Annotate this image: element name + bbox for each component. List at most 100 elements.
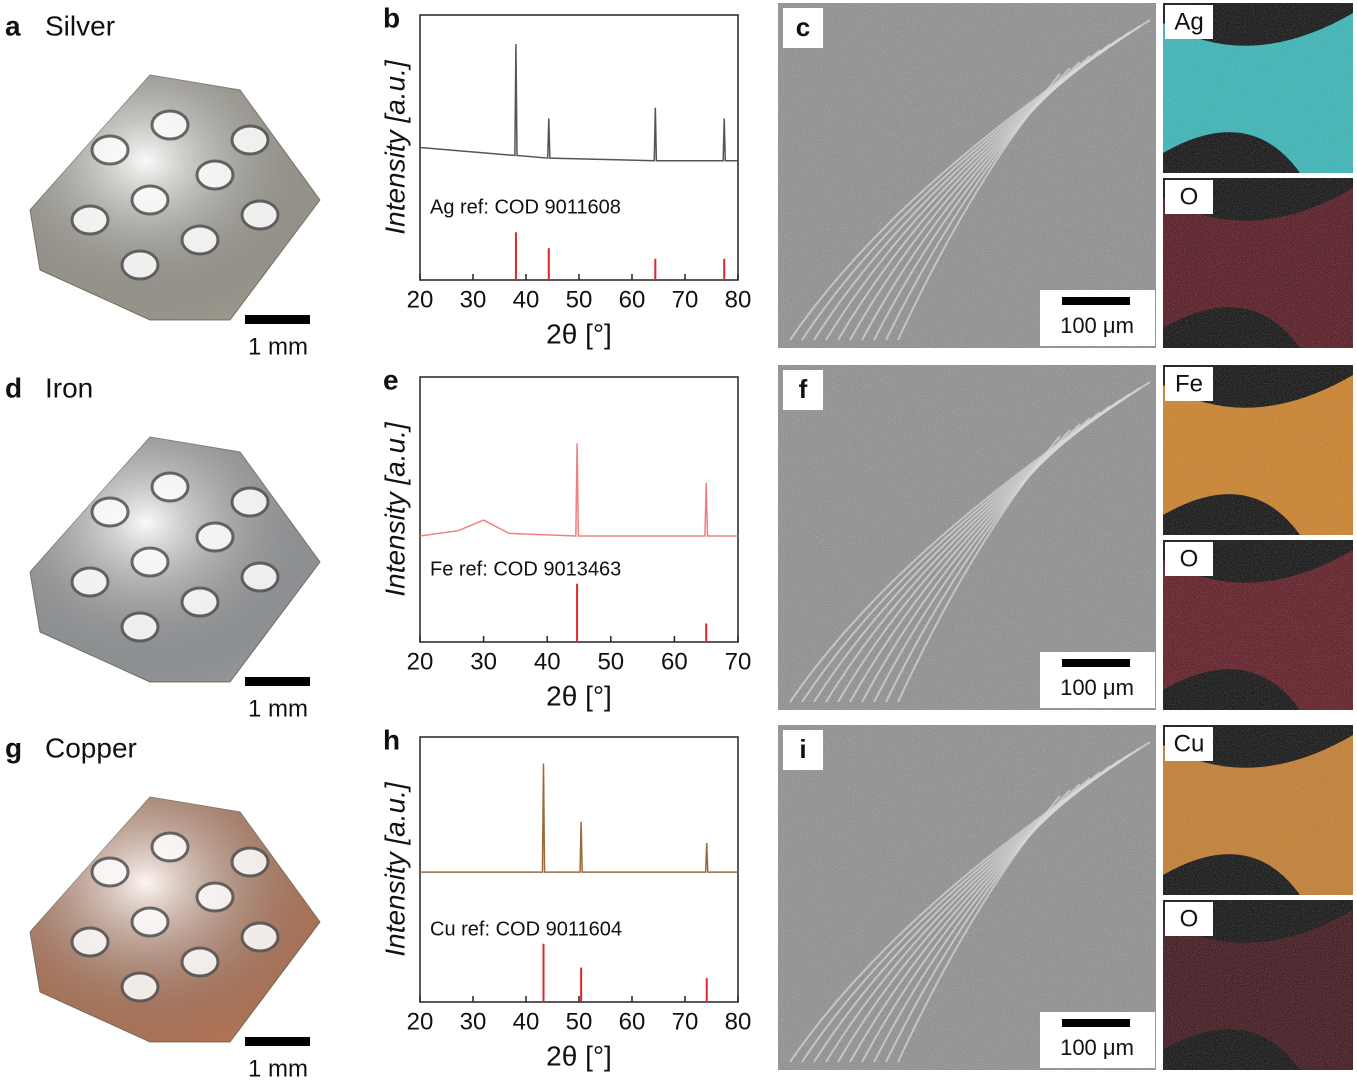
x-tick-label: 60	[619, 286, 646, 313]
label-box	[1165, 367, 1213, 401]
element-label: Cu	[1174, 730, 1205, 757]
letter-box	[783, 370, 823, 410]
pore	[195, 521, 235, 553]
element-label: O	[1180, 183, 1199, 210]
panel-letter: c	[796, 12, 810, 42]
x-tick-label: 60	[661, 648, 688, 675]
plot-frame	[419, 736, 739, 1003]
plot-frame	[419, 14, 739, 281]
x-axis-label: 2θ [°]	[546, 318, 612, 349]
x-tick-label: 20	[407, 286, 434, 313]
pore	[70, 204, 110, 236]
label-box	[1165, 727, 1213, 761]
pore	[70, 566, 110, 598]
xrd-pattern	[419, 443, 738, 537]
pore	[180, 946, 220, 978]
x-tick-label: 50	[566, 286, 593, 313]
pore	[130, 546, 170, 578]
pore	[195, 881, 235, 913]
sem-ridge	[885, 67, 1071, 341]
letter-box	[783, 8, 823, 48]
scale-label: 1 mm	[248, 695, 308, 722]
x-tick-label: 80	[725, 286, 752, 313]
plot-frame	[419, 376, 739, 643]
pore	[120, 611, 160, 643]
x-axis-label: 2θ [°]	[546, 1040, 612, 1071]
sem-ridge	[873, 423, 1081, 703]
x-axis-label: 2θ [°]	[546, 680, 612, 711]
scale-bar	[1062, 297, 1130, 305]
x-tick-label: 50	[566, 1008, 593, 1035]
x-tick-label: 20	[407, 648, 434, 675]
photo	[29, 796, 321, 1043]
x-tick-label: 60	[619, 1008, 646, 1035]
pore	[240, 561, 280, 593]
pore	[195, 159, 235, 191]
pore	[150, 831, 190, 863]
sem-ridge	[873, 783, 1081, 1063]
panel-title: Copper	[45, 732, 137, 763]
pore	[150, 109, 190, 141]
element-label: O	[1180, 545, 1199, 572]
x-tick-label: 40	[513, 1008, 540, 1035]
pore	[120, 249, 160, 281]
element-label: Fe	[1175, 370, 1203, 397]
scale-label: 100 μm	[1060, 675, 1134, 700]
photo	[29, 74, 321, 321]
x-tick-label: 50	[597, 648, 624, 675]
panel-letter: b	[383, 2, 400, 33]
x-tick-label: 30	[460, 286, 487, 313]
label-box	[1165, 542, 1213, 576]
scale-bar	[1062, 1019, 1130, 1027]
pore	[130, 906, 170, 938]
scale-label: 1 mm	[248, 1055, 308, 1080]
scale-bar	[245, 315, 310, 324]
x-tick-label: 70	[672, 1008, 699, 1035]
pore	[130, 184, 170, 216]
pore	[230, 846, 270, 878]
y-axis-label: Intensity [a.u.]	[379, 59, 410, 235]
pore	[240, 199, 280, 231]
reference-label: Ag ref: COD 9011608	[430, 196, 621, 218]
pore	[180, 586, 220, 618]
x-tick-label: 70	[672, 286, 699, 313]
scale-label: 1 mm	[248, 333, 308, 360]
label-box	[1165, 902, 1213, 936]
element-label: O	[1180, 905, 1199, 932]
pore	[70, 926, 110, 958]
photo	[29, 436, 321, 683]
element-label: Ag	[1174, 8, 1203, 35]
pore	[150, 471, 190, 503]
sem-ridge	[885, 429, 1071, 703]
scale-bar	[245, 1037, 310, 1046]
x-tick-label: 20	[407, 1008, 434, 1035]
panel-letter: g	[5, 732, 22, 763]
x-tick-label: 80	[725, 1008, 752, 1035]
scale-bar	[1062, 659, 1130, 667]
label-box	[1165, 5, 1213, 39]
panel-letter: d	[5, 372, 22, 403]
pore	[240, 921, 280, 953]
scale-bar	[245, 677, 310, 686]
x-tick-label: 30	[460, 1008, 487, 1035]
panel-letter: e	[383, 364, 399, 395]
y-axis-label: Intensity [a.u.]	[379, 781, 410, 957]
letter-box	[783, 730, 823, 770]
scale-label: 100 μm	[1060, 313, 1134, 338]
xrd-pattern	[419, 44, 738, 162]
sem-ridge	[885, 789, 1071, 1063]
sem-ridge	[897, 435, 1061, 703]
reference-label: Cu ref: COD 9011604	[430, 918, 622, 940]
x-tick-label: 40	[513, 286, 540, 313]
pore	[90, 856, 130, 888]
pore	[230, 124, 270, 156]
panel-letter: f	[799, 374, 808, 404]
pore	[120, 971, 160, 1003]
panel-title: Silver	[45, 10, 115, 41]
pore	[230, 486, 270, 518]
scale-label: 100 μm	[1060, 1035, 1134, 1060]
pore	[90, 496, 130, 528]
panel-letter: i	[799, 734, 806, 764]
panel-letter: h	[383, 724, 400, 755]
